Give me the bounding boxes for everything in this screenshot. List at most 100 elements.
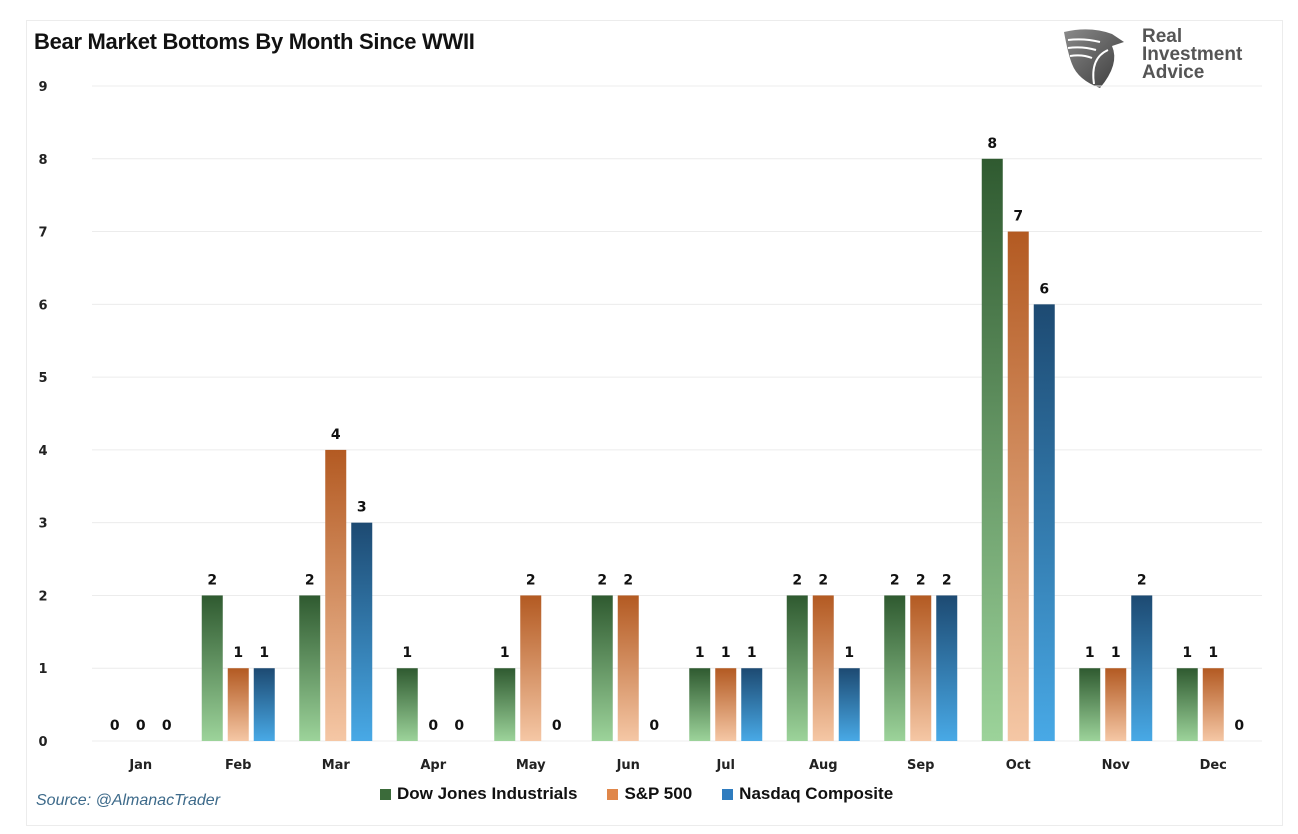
bar-s-p-500-jul <box>715 668 737 741</box>
bar-dow-jones-industrials-jun <box>591 595 613 741</box>
bar-s-p-500-sep <box>910 595 932 741</box>
data-label-s-p-500-jun: 2 <box>623 572 633 588</box>
data-label-dow-jones-industrials-aug: 2 <box>792 572 802 588</box>
legend-label-nasdaq: Nasdaq Composite <box>739 784 894 803</box>
data-label-dow-jones-industrials-dec: 1 <box>1182 645 1192 661</box>
y-tick-label: 7 <box>38 226 47 241</box>
bar-nasdaq-composite-feb <box>253 668 275 741</box>
data-label-dow-jones-industrials-nov: 1 <box>1085 645 1095 661</box>
data-label-s-p-500-may: 2 <box>526 572 536 588</box>
x-category-label: Jan <box>128 758 152 773</box>
source-note: Source: @AlmanacTrader <box>36 792 221 809</box>
bar-dow-jones-industrials-sep <box>884 595 906 741</box>
data-label-s-p-500-oct: 7 <box>1013 209 1023 225</box>
data-label-dow-jones-industrials-mar: 2 <box>305 572 315 588</box>
bar-dow-jones-industrials-feb <box>201 595 223 741</box>
data-label-nasdaq-composite-jul: 1 <box>747 645 757 661</box>
bar-s-p-500-oct <box>1007 231 1029 742</box>
data-label-nasdaq-composite-apr: 0 <box>454 718 464 734</box>
data-label-s-p-500-aug: 2 <box>818 572 828 588</box>
bar-dow-jones-industrials-dec <box>1176 668 1198 741</box>
x-category-label: May <box>516 758 546 773</box>
x-category-label: Mar <box>322 758 351 773</box>
legend-label-sp500: S&P 500 <box>624 784 693 803</box>
data-label-nasdaq-composite-mar: 3 <box>357 500 367 516</box>
data-label-s-p-500-apr: 0 <box>428 718 438 734</box>
x-category-label: Apr <box>420 758 446 773</box>
data-label-s-p-500-jan: 0 <box>136 718 146 734</box>
y-tick-label: 3 <box>38 517 47 532</box>
bars <box>201 158 1224 742</box>
x-category-label: Sep <box>907 758 935 773</box>
data-label-dow-jones-industrials-sep: 2 <box>890 572 900 588</box>
bar-dow-jones-industrials-may <box>494 668 516 741</box>
y-tick-label: 9 <box>38 80 47 95</box>
bar-s-p-500-dec <box>1202 668 1224 741</box>
data-label-s-p-500-dec: 1 <box>1208 645 1218 661</box>
legend-item-sp500: S&P 500 <box>607 784 692 804</box>
data-label-dow-jones-industrials-apr: 1 <box>402 645 412 661</box>
bar-dow-jones-industrials-oct <box>981 158 1003 741</box>
bar-nasdaq-composite-aug <box>838 668 860 741</box>
legend-swatch-sp500 <box>607 788 619 800</box>
data-label-nasdaq-composite-jan: 0 <box>162 718 172 734</box>
legend-item-dow: Dow Jones Industrials <box>380 784 577 804</box>
data-label-s-p-500-sep: 2 <box>916 572 926 588</box>
data-label-nasdaq-composite-oct: 6 <box>1039 281 1049 297</box>
brand-logo: Real Investment Advice <box>1060 24 1270 94</box>
x-category-label: Oct <box>1006 758 1031 773</box>
legend-label-dow: Dow Jones Industrials <box>397 784 578 803</box>
bar-nasdaq-composite-mar <box>351 522 373 741</box>
data-label-s-p-500-mar: 4 <box>331 427 341 443</box>
x-category-label: Dec <box>1200 758 1227 773</box>
logo-line-3: Advice <box>1142 62 1205 83</box>
y-tick-label: 5 <box>38 371 47 386</box>
bar-s-p-500-may <box>520 595 542 741</box>
y-tick-label: 6 <box>38 298 47 313</box>
data-label-s-p-500-jul: 1 <box>721 645 731 661</box>
x-category-label: Jul <box>715 758 735 773</box>
bar-s-p-500-jun <box>617 595 639 741</box>
bar-s-p-500-feb <box>227 668 249 741</box>
gridlines <box>92 85 1262 742</box>
bar-nasdaq-composite-jul <box>741 668 763 741</box>
y-tick-label: 4 <box>38 444 47 459</box>
x-axis-categories: Jan Feb Mar Apr May Jun Jul Aug Sep Oct Nov Dec <box>128 758 1227 773</box>
bar-dow-jones-industrials-apr <box>396 668 418 741</box>
data-label-nasdaq-composite-nov: 2 <box>1137 572 1147 588</box>
data-label-nasdaq-composite-aug: 1 <box>844 645 854 661</box>
data-label-dow-jones-industrials-jun: 2 <box>597 572 607 588</box>
chart-title: Bear Market Bottoms By Month Since WWII <box>34 29 475 54</box>
data-label-nasdaq-composite-feb: 1 <box>259 645 269 661</box>
bar-dow-jones-industrials-nov <box>1079 668 1101 741</box>
data-label-s-p-500-nov: 1 <box>1111 645 1121 661</box>
data-label-nasdaq-composite-sep: 2 <box>942 572 952 588</box>
y-tick-label: 0 <box>38 735 47 750</box>
bar-dow-jones-industrials-jul <box>689 668 711 741</box>
data-label-dow-jones-industrials-jan: 0 <box>110 718 120 734</box>
data-label-nasdaq-composite-may: 0 <box>552 718 562 734</box>
logo-text: Real Investment Advice <box>1142 26 1242 83</box>
bar-nasdaq-composite-oct <box>1033 304 1055 741</box>
bar-nasdaq-composite-nov <box>1131 595 1153 741</box>
bar-s-p-500-aug <box>812 595 834 741</box>
bar-s-p-500-nov <box>1105 668 1127 741</box>
legend-swatch-nasdaq <box>722 788 734 800</box>
logo-line-1: Real <box>1142 26 1183 47</box>
eagle-shield-icon <box>1064 29 1124 88</box>
y-tick-label: 1 <box>38 662 47 677</box>
bar-nasdaq-composite-sep <box>936 595 958 741</box>
x-category-label: Jun <box>616 758 640 773</box>
bar-dow-jones-industrials-aug <box>786 595 808 741</box>
x-category-label: Aug <box>809 758 838 773</box>
y-tick-label: 8 <box>38 153 47 168</box>
data-label-dow-jones-industrials-jul: 1 <box>695 645 705 661</box>
data-label-dow-jones-industrials-feb: 2 <box>207 572 217 588</box>
data-label-nasdaq-composite-jun: 0 <box>649 718 659 734</box>
bar-dow-jones-industrials-mar <box>299 595 321 741</box>
data-label-s-p-500-feb: 1 <box>233 645 243 661</box>
x-category-label: Feb <box>225 758 251 773</box>
data-label-dow-jones-industrials-oct: 8 <box>987 136 997 152</box>
